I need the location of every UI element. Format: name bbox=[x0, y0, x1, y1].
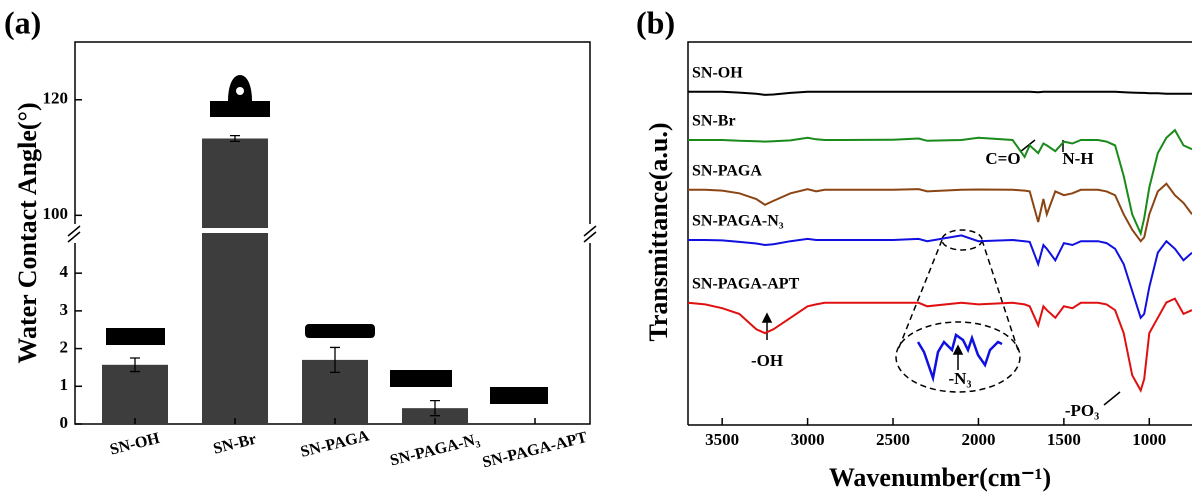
panel-label: (a) bbox=[4, 4, 41, 40]
bar bbox=[202, 233, 268, 424]
y-tick-label: 2 bbox=[60, 337, 69, 356]
x-tick-label: 1500 bbox=[1047, 430, 1081, 449]
droplet-images bbox=[106, 75, 548, 404]
error-bar bbox=[330, 346, 340, 373]
y-axis-title: Water Contact Angle(°) bbox=[13, 102, 42, 363]
x-axis-title: Wavenumber(cm⁻¹) bbox=[829, 463, 1051, 492]
x-tick-label: SN-OH bbox=[108, 430, 162, 459]
y-tick-label: 1 bbox=[60, 375, 69, 394]
x-tick-label: SN-PAGA bbox=[299, 427, 371, 461]
x-tick-label: SN-PAGA-N₃ bbox=[388, 431, 481, 470]
series-label: SN-PAGA-N₃ bbox=[692, 213, 784, 230]
series-label: SN-PAGA-APT bbox=[692, 275, 800, 292]
spectrum-line bbox=[688, 182, 1192, 243]
annotation-arrows bbox=[761, 139, 1121, 406]
bar bbox=[102, 364, 168, 424]
spectrum-line bbox=[688, 128, 1192, 237]
spectrum-line bbox=[688, 234, 1192, 320]
y-axis-title: Transmittance(a.u.) bbox=[644, 122, 673, 341]
spectrum-line bbox=[687, 297, 1192, 394]
annotation: -N₃ bbox=[948, 369, 971, 388]
x-tick-label: SN-Br bbox=[212, 431, 258, 458]
y-tick-label: 4 bbox=[60, 262, 69, 281]
annotation: -PO₃ bbox=[1065, 401, 1099, 420]
y-tick-label: 120 bbox=[43, 89, 69, 108]
annotation: C=O bbox=[985, 149, 1020, 168]
annotation: -OH bbox=[751, 351, 783, 370]
series-label: SN-PAGA bbox=[692, 163, 762, 180]
y-tick-label: 3 bbox=[60, 300, 69, 319]
annotation: N-H bbox=[1062, 149, 1093, 168]
axis-frame bbox=[687, 41, 1192, 426]
bar bbox=[202, 138, 268, 228]
inset-zoom bbox=[895, 229, 1021, 393]
error-bar bbox=[230, 134, 240, 143]
y-tick-label: 0 bbox=[60, 413, 69, 432]
x-tick-label: 3000 bbox=[791, 430, 825, 449]
series-label: SN-OH bbox=[692, 64, 743, 81]
x-tick-label: 3500 bbox=[705, 430, 739, 449]
x-tick-label: 2000 bbox=[961, 430, 995, 449]
x-tick-label: 1000 bbox=[1132, 430, 1166, 449]
spectrum-line bbox=[688, 90, 1192, 96]
x-tick-label: SN-PAGA-APT bbox=[481, 429, 589, 472]
panel-label: (b) bbox=[636, 4, 675, 40]
error-bar bbox=[130, 357, 140, 373]
x-tick-label: 2500 bbox=[876, 430, 910, 449]
y-tick-label: 100 bbox=[43, 204, 69, 223]
error-bar bbox=[430, 399, 440, 417]
series-label: SN-Br bbox=[692, 113, 736, 130]
